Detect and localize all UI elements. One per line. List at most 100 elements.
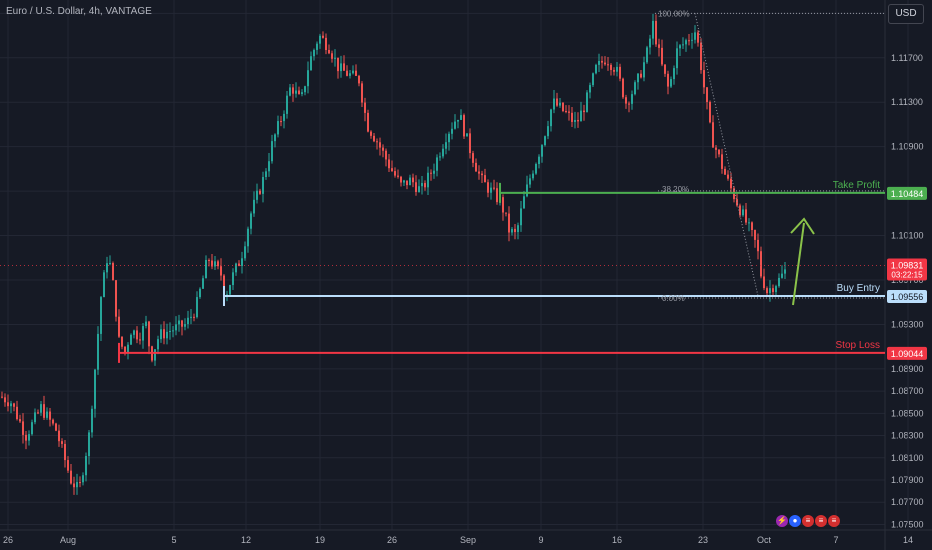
- us-flag-icon[interactable]: ≡: [802, 515, 814, 527]
- candle-body: [418, 186, 420, 192]
- candle-body: [511, 228, 513, 233]
- candle-body: [334, 57, 336, 59]
- candle-body: [37, 412, 39, 414]
- candle-body: [493, 187, 495, 189]
- candle-body: [235, 263, 237, 273]
- candle-body: [466, 133, 468, 137]
- y-tick-label: 1.10900: [891, 142, 924, 152]
- candle-body: [214, 261, 216, 267]
- candle-body: [379, 142, 381, 148]
- candle-body: [553, 98, 555, 110]
- candle-body: [265, 171, 267, 178]
- candle-body: [10, 403, 12, 407]
- fib-label: 38.20%: [662, 185, 689, 194]
- candle-body: [250, 213, 252, 229]
- candle-body: [241, 258, 243, 266]
- candle-body: [397, 175, 399, 177]
- currency-button[interactable]: USD: [888, 4, 924, 24]
- candle-body: [34, 412, 36, 423]
- candle-body: [412, 177, 414, 183]
- candle-body: [133, 330, 135, 335]
- y-tick-label: 1.11700: [891, 53, 923, 63]
- candle-body: [328, 49, 330, 54]
- candle-body: [358, 75, 360, 84]
- x-tick-label: Oct: [757, 535, 772, 545]
- candle-body: [460, 115, 462, 120]
- candle-body: [757, 239, 759, 252]
- lightning-icon[interactable]: ⚡: [776, 515, 788, 527]
- flag-icon[interactable]: ●: [789, 515, 801, 527]
- candle-body: [601, 60, 603, 63]
- current-price-tag: [887, 258, 927, 281]
- candle-body: [442, 148, 444, 157]
- x-tick-label: 26: [387, 535, 397, 545]
- candle-body: [373, 135, 375, 142]
- candle-body: [229, 285, 231, 295]
- candle-body: [64, 443, 66, 461]
- candle-body: [610, 64, 612, 70]
- candle-body: [652, 20, 654, 39]
- candle-body: [709, 102, 711, 123]
- y-tick-label: 1.11300: [891, 97, 923, 107]
- y-tick-label: 1.07500: [891, 519, 924, 529]
- candle-body: [679, 45, 681, 49]
- candle-body: [283, 113, 285, 122]
- candle-body: [568, 111, 570, 113]
- candle-body: [742, 209, 744, 216]
- candle-body: [361, 83, 363, 103]
- candle-body: [322, 35, 324, 38]
- candle-body: [355, 70, 357, 76]
- y-tick-label: 1.07900: [891, 475, 924, 485]
- candle-body: [7, 402, 9, 407]
- candle-body: [376, 141, 378, 143]
- candle-body: [484, 175, 486, 183]
- candle-body: [154, 349, 156, 361]
- current-price-label: 1.09831: [891, 260, 924, 270]
- us-flag-icon[interactable]: ≡: [828, 515, 840, 527]
- candle-body: [559, 102, 561, 106]
- candle-body: [784, 269, 786, 274]
- candle-body: [316, 43, 318, 50]
- candle-body: [346, 70, 348, 76]
- candle-body: [622, 78, 624, 98]
- candle-body: [19, 419, 21, 422]
- candle-body: [691, 39, 693, 41]
- fib-trend-line: [694, 13, 759, 297]
- price-tag-label: 1.09556: [891, 292, 924, 302]
- x-tick-label: 19: [315, 535, 325, 545]
- candle-body: [112, 263, 114, 281]
- candle-body: [253, 199, 255, 214]
- candle-body: [535, 163, 537, 174]
- candle-body: [79, 482, 81, 484]
- candle-body: [616, 66, 618, 72]
- candle-body: [619, 66, 621, 79]
- candle-body: [115, 280, 117, 317]
- candle-body: [508, 213, 510, 233]
- candle-body: [655, 20, 657, 45]
- candle-body: [46, 411, 48, 418]
- price-tag: [887, 290, 927, 303]
- candle-body: [400, 176, 402, 183]
- candle-body: [49, 411, 51, 420]
- candle-body: [439, 156, 441, 158]
- candle-body: [715, 147, 717, 150]
- candle-body: [25, 434, 27, 441]
- candle-body: [160, 329, 162, 340]
- candle-body: [124, 346, 126, 353]
- candle-body: [172, 330, 174, 332]
- candle-body: [436, 157, 438, 171]
- candle-body: [574, 119, 576, 122]
- candle-body: [55, 423, 57, 431]
- candle-body: [514, 228, 516, 233]
- candle-body: [457, 119, 459, 122]
- candle-body: [583, 110, 585, 113]
- candle-body: [91, 408, 93, 433]
- chart-title: Euro / U.S. Dollar, 4h, VANTAGE: [6, 6, 152, 17]
- candle-body: [424, 183, 426, 188]
- candle-body: [73, 483, 75, 488]
- candle-body: [301, 92, 303, 95]
- us-flag-icon[interactable]: ≡: [815, 515, 827, 527]
- x-tick-label: 14: [903, 535, 913, 545]
- candle-body: [454, 121, 456, 129]
